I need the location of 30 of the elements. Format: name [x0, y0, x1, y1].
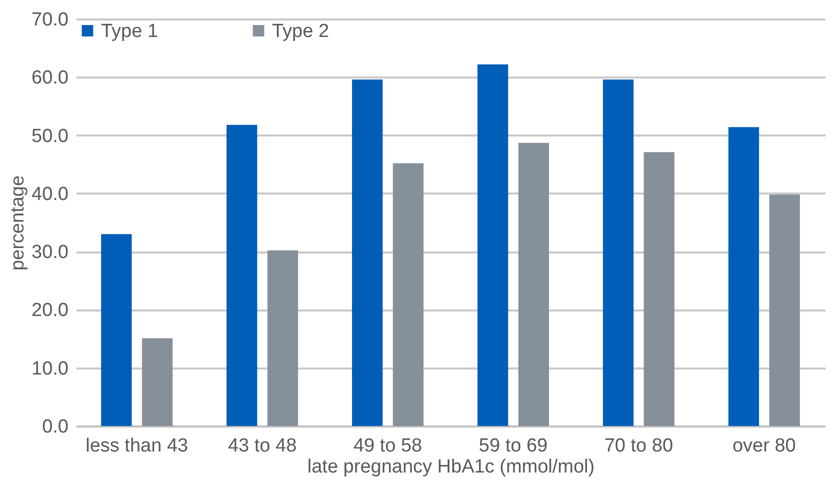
y-tick-label: 60.0 — [32, 68, 68, 89]
bar — [267, 250, 298, 426]
y-axis-title: percentage — [8, 175, 29, 271]
bar — [392, 163, 424, 426]
bar — [226, 124, 258, 426]
bar — [142, 338, 173, 426]
x-tick-label: 49 to 58 — [353, 436, 422, 456]
x-axis-title: late pregnancy HbA1c (mmol/mol) — [307, 456, 595, 478]
y-tick-label: 30.0 — [32, 242, 68, 264]
bar — [769, 194, 800, 426]
x-tick-label: less than 43 — [86, 436, 188, 456]
y-tick-label: 10.0 — [32, 358, 68, 380]
legend-label: Type 2 — [272, 20, 330, 42]
y-tick-label: 40.0 — [32, 184, 68, 205]
x-tick-label: over 80 — [732, 436, 796, 456]
y-tick-label: 70.0 — [32, 10, 68, 30]
bar — [602, 79, 634, 426]
bar — [101, 234, 132, 426]
bar — [644, 152, 674, 426]
bar — [518, 142, 549, 426]
y-tick-label: 0.0 — [42, 416, 68, 438]
bar — [352, 79, 383, 426]
x-tick-label: 70 to 80 — [604, 436, 674, 456]
y-tick-label: 50.0 — [32, 126, 68, 147]
x-tick-label: 43 to 48 — [228, 436, 297, 456]
bar — [477, 64, 508, 426]
legend-label: Type 1 — [101, 20, 158, 42]
y-tick-label: 20.0 — [32, 300, 68, 322]
x-tick-label: 59 to 69 — [478, 436, 548, 456]
bar — [728, 127, 760, 426]
